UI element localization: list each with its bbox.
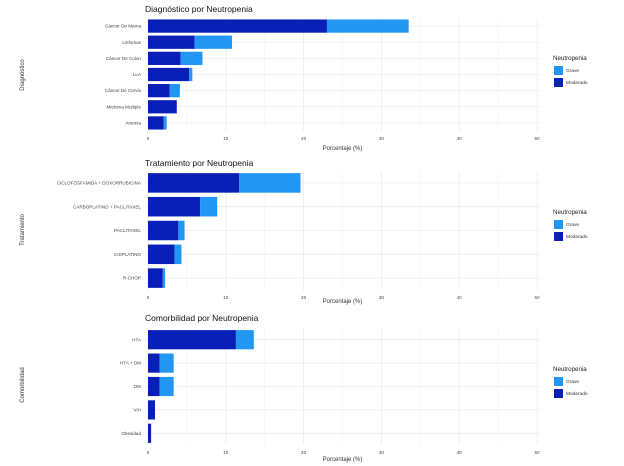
x-tick-label: 10 — [223, 295, 229, 300]
legend-label-grave: Grave — [566, 68, 579, 74]
x-axis-title: Porcentaje (%) — [323, 457, 363, 463]
x-tick-label: 50 — [534, 295, 540, 300]
y-axis-title: Tratamiento — [20, 213, 26, 245]
bar-moderado — [148, 116, 164, 130]
legend-label-moderado: Moderado — [566, 80, 588, 86]
x-tick-label: 20 — [301, 450, 307, 455]
bar-grave — [162, 268, 166, 288]
y-tick-label: Anemia — [125, 121, 141, 126]
legend-title: Neutropenia — [553, 55, 587, 62]
chart-panel-1: Diagnóstico por Neutropenia Cáncer De Mam… — [20, 4, 588, 152]
x-tick-label: 50 — [534, 450, 540, 455]
bar-grave — [189, 67, 193, 82]
bar-moderado — [148, 196, 201, 217]
y-tick-label: DM — [134, 384, 141, 389]
x-tick-label: 30 — [379, 450, 385, 455]
chart-panel-2: Tratamiento por Neutropenia CICLOFOSFAMID… — [20, 158, 588, 305]
legend-swatch-grave — [554, 220, 563, 229]
legend-title: Neutropenia — [553, 209, 587, 216]
x-axis-title: Porcentaje (%) — [323, 299, 363, 305]
x-tick-label: 40 — [457, 136, 463, 141]
bar-moderado — [148, 376, 160, 397]
x-tick-label: 0 — [147, 136, 150, 141]
legend-swatch-grave — [554, 377, 563, 386]
legend-label-grave: Grave — [566, 379, 579, 385]
x-tick-label: 50 — [534, 136, 540, 141]
chart-panel-3: Comorbilidad por Neutropenia HTA HTA + DM D… — [20, 313, 588, 463]
y-tick-label: PACLITAXEL — [114, 228, 142, 233]
y-tick-label: Obesidad — [121, 431, 141, 436]
bar-moderado — [148, 268, 163, 288]
bar-moderado — [148, 67, 190, 82]
y-tick-label: Linfomas — [122, 40, 141, 45]
x-axis-title: Porcentaje (%) — [323, 146, 363, 152]
bar-grave — [174, 244, 182, 265]
x-tick-label: 0 — [147, 450, 150, 455]
y-tick-label: LLA — [133, 72, 142, 77]
x-tick-label: 30 — [379, 136, 385, 141]
bar-grave — [169, 84, 180, 98]
bar-grave — [159, 376, 174, 397]
x-tick-label: 0 — [147, 295, 150, 300]
y-tick-label: Cáncer De Mama — [105, 24, 141, 29]
y-tick-label: Cáncer De Colon — [106, 56, 142, 61]
bar-grave — [178, 220, 185, 241]
bar-moderado — [148, 100, 177, 114]
x-tick-label: 20 — [301, 295, 307, 300]
y-tick-label: HTA — [132, 337, 142, 342]
y-tick-label: CISPLATINO — [114, 252, 141, 257]
x-tick-label: 40 — [457, 450, 463, 455]
y-tick-label: CARBOPLATINO + PACLITAXEL — [73, 204, 141, 209]
legend: Neutropenia Grave Moderado — [553, 366, 588, 398]
x-tick-label: 10 — [223, 136, 229, 141]
legend-swatch-moderado — [554, 232, 563, 241]
bar-moderado — [148, 51, 181, 65]
bar-moderado — [148, 400, 156, 420]
y-tick-label: VIH — [133, 408, 141, 413]
bar-grave — [326, 19, 409, 33]
bar-grave — [180, 51, 203, 65]
bar-moderado — [148, 84, 170, 98]
bar-grave — [159, 353, 174, 373]
legend-swatch-moderado — [554, 389, 563, 398]
bar-grave — [200, 196, 218, 217]
bar-moderado — [148, 220, 179, 241]
y-tick-label: R-CHOP — [123, 276, 141, 281]
legend-swatch-moderado — [554, 78, 563, 87]
bar-moderado — [148, 173, 240, 193]
legend-label-grave: Grave — [566, 222, 579, 228]
x-tick-label: 10 — [223, 450, 229, 455]
y-tick-label: Cáncer De Cervix — [105, 88, 142, 93]
bar-grave — [239, 173, 301, 193]
legend-title: Neutropenia — [553, 366, 587, 373]
legend: Neutropenia Grave Moderado — [553, 55, 588, 87]
legend-label-moderado: Moderado — [566, 391, 588, 397]
bar-moderado — [148, 330, 236, 350]
y-axis-title: Diagnóstico — [20, 59, 26, 91]
legend-swatch-grave — [554, 66, 563, 75]
y-tick-label: Mieloma Multiple — [107, 104, 142, 109]
bar-moderado — [148, 19, 327, 33]
y-axis-title: Comorbilidad — [20, 367, 26, 402]
bar-grave — [235, 330, 254, 350]
chart-title: Comorbilidad por Neutropenia — [145, 313, 259, 323]
y-tick-label: CICLOFOSFAMIDA + DOXORRUBICINA — [57, 181, 142, 186]
chart-title: Diagnóstico por Neutropenia — [145, 4, 253, 14]
bar-grave — [163, 116, 167, 130]
x-tick-label: 20 — [301, 136, 307, 141]
bar-grave — [194, 35, 233, 49]
y-tick-label: HTA + DM — [120, 361, 141, 366]
legend-label-moderado: Moderado — [566, 234, 588, 240]
legend: Neutropenia Grave Moderado — [553, 209, 588, 241]
chart-title: Tratamiento por Neutropenia — [145, 158, 254, 168]
bar-moderado — [148, 423, 152, 443]
bar-moderado — [148, 35, 195, 49]
x-tick-label: 30 — [379, 295, 385, 300]
x-tick-label: 40 — [457, 295, 463, 300]
bar-moderado — [148, 353, 160, 373]
bar-moderado — [148, 244, 175, 265]
